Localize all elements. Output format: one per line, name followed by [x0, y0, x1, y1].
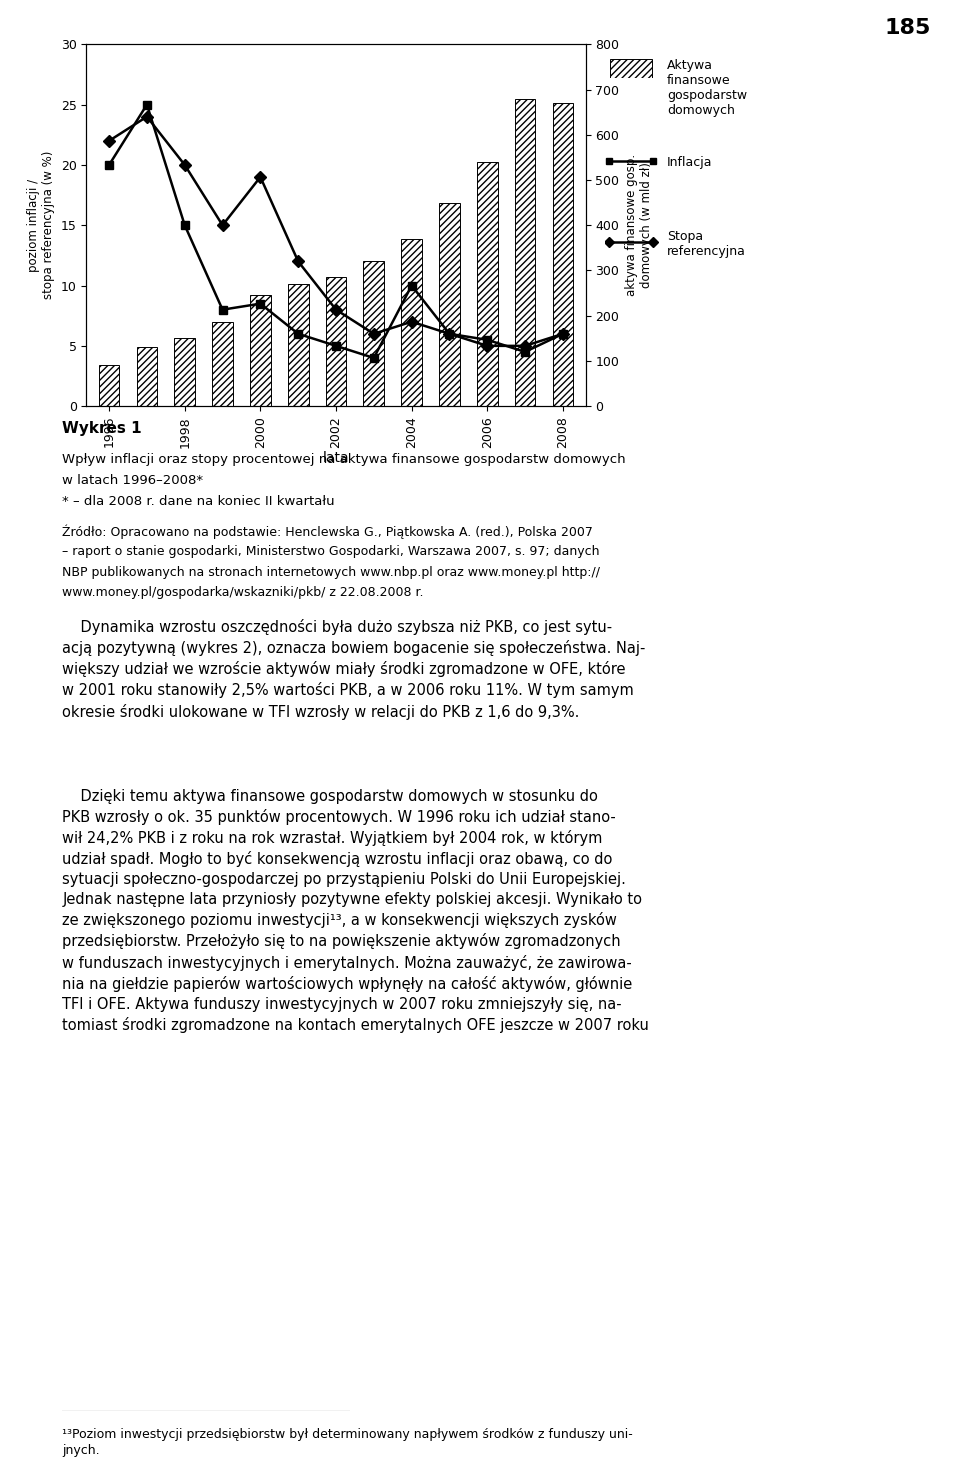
Bar	[136, 347, 157, 406]
Bar	[250, 295, 271, 406]
Bar	[477, 162, 497, 406]
Bar	[288, 284, 308, 406]
X-axis label: lata: lata	[323, 450, 349, 465]
Bar	[515, 99, 536, 406]
Text: Wpływ inflacji oraz stopy procentowej na aktywa finansowe gospodarstw domowych: Wpływ inflacji oraz stopy procentowej na…	[62, 453, 626, 467]
Bar	[212, 322, 233, 406]
Text: Dzięki temu aktywa finansowe gospodarstw domowych w stosunku do
PKB wzrosły o ok: Dzięki temu aktywa finansowe gospodarstw…	[62, 789, 649, 1032]
Text: Stopa
referencyjna: Stopa referencyjna	[667, 230, 746, 257]
Text: Wykres 1: Wykres 1	[62, 421, 142, 436]
Text: w latach 1996–2008*: w latach 1996–2008*	[62, 474, 204, 487]
Text: * – dla 2008 r. dane na koniec II kwartału: * – dla 2008 r. dane na koniec II kwarta…	[62, 495, 335, 508]
Bar	[364, 261, 384, 406]
Bar	[175, 338, 195, 406]
Text: NBP publikowanych na stronach internetowych www.nbp.pl oraz www.money.pl http://: NBP publikowanych na stronach internetow…	[62, 566, 600, 579]
Text: ¹³Poziom inwestycji przedsiębiorstw był determinowany napływem środków z fundusz: ¹³Poziom inwestycji przedsiębiorstw był …	[62, 1428, 634, 1458]
Text: 185: 185	[885, 18, 931, 38]
Text: www.money.pl/gospodarka/wskazniki/pkb/ z 22.08.2008 r.: www.money.pl/gospodarka/wskazniki/pkb/ z…	[62, 586, 424, 600]
Y-axis label: aktywa finansowe gosp.
domowych (w mld zł): aktywa finansowe gosp. domowych (w mld z…	[625, 154, 653, 297]
Bar	[439, 202, 460, 406]
Bar	[611, 59, 653, 78]
Bar	[99, 365, 119, 406]
Bar	[401, 239, 422, 406]
Y-axis label: poziom inflacji /
stopa referencyjna (w %): poziom inflacji / stopa referencyjna (w …	[27, 151, 56, 300]
Text: Źródło: Opracowano na podstawie: Henclewska G., Piątkowska A. (red.), Polska 200: Źródło: Opracowano na podstawie: Henclew…	[62, 524, 593, 539]
Bar	[325, 278, 347, 406]
Text: Dynamika wzrostu oszczędności była dużo szybsza niż PKB, co jest sytu-
acją pozy: Dynamika wzrostu oszczędności była dużo …	[62, 619, 646, 719]
Text: – raport o stanie gospodarki, Ministerstwo Gospodarki, Warszawa 2007, s. 97; dan: – raport o stanie gospodarki, Ministerst…	[62, 545, 600, 558]
Bar	[553, 103, 573, 406]
Text: Aktywa
finansowe
gospodarstw
domowych: Aktywa finansowe gospodarstw domowych	[667, 59, 747, 117]
Text: Inflacja: Inflacja	[667, 157, 712, 168]
